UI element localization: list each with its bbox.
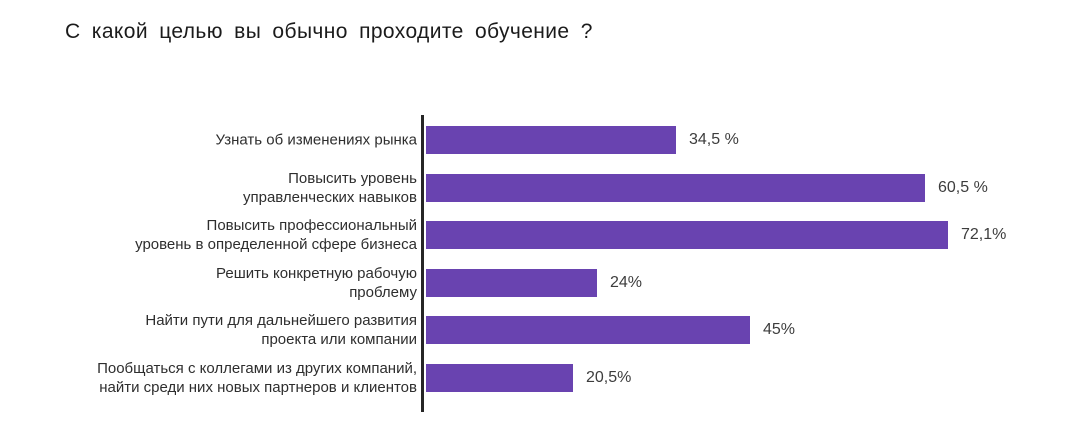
value-label: 20,5% (586, 369, 632, 386)
y-axis-line (421, 115, 424, 412)
value-label: 45% (763, 321, 796, 339)
category-label: Решить конкретную рабочую проблему (216, 264, 417, 301)
bar (426, 316, 750, 345)
bar-row: Повысить профессиональный уровень в опред… (0, 217, 1066, 253)
category-label: Повысить профессиональный уровень в опред… (135, 217, 417, 254)
bar-row: Узнать об изменениях рынка 34,5 % (0, 126, 1066, 154)
category-label: Узнать об изменениях рынка (215, 131, 417, 149)
bar (426, 268, 597, 297)
bar (426, 221, 948, 250)
value-label: 34,5 % (689, 131, 739, 148)
bar (426, 173, 925, 202)
bar-row: Решить конкретную рабочую проблему 24% (0, 265, 1066, 301)
value-label: 24% (610, 273, 643, 291)
value-label: 60,5 % (938, 178, 988, 196)
bar-row: Повысить уровень управленческих навыков 60… (0, 170, 1066, 206)
category-label: Пообщаться с коллегами из других компани… (97, 360, 417, 396)
chart-title: С какой целью вы обычно проходите обучен… (65, 20, 593, 43)
bar (426, 126, 676, 154)
bar (426, 364, 573, 392)
bar-row: Пообщаться с коллегами из других компани… (0, 360, 1066, 396)
value-label: 72,1% (961, 226, 1007, 244)
category-label: Повысить уровень управленческих навыков (243, 169, 417, 206)
category-label: Найти пути для дальнейшего развития проек… (145, 312, 417, 349)
bar-row: Найти пути для дальнейшего развития проек… (0, 312, 1066, 348)
